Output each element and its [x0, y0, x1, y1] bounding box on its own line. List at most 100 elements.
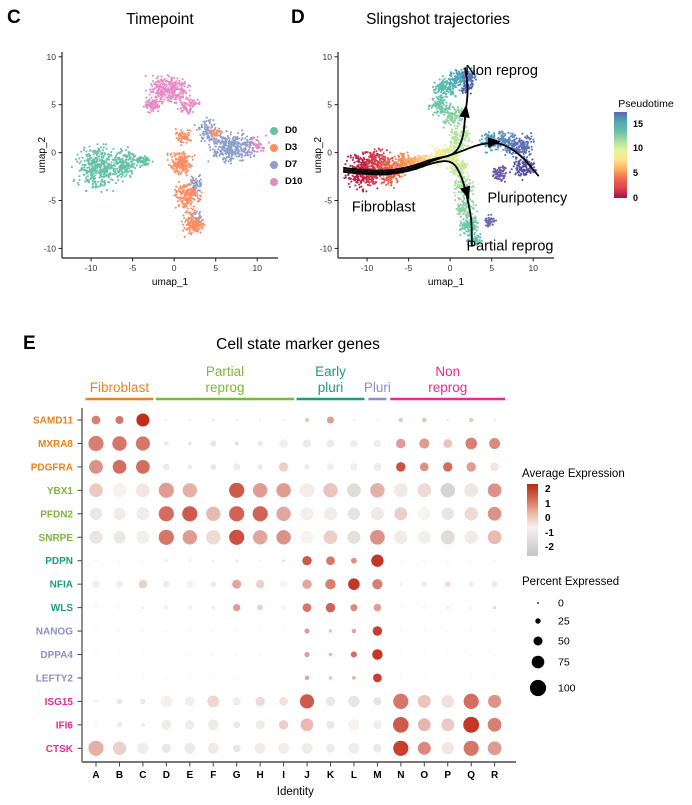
group-label: Fibroblast: [90, 380, 150, 395]
umap-annotation: Partial reprog: [466, 239, 553, 255]
identity-tick-label: B: [116, 770, 123, 781]
legend-color-dot: [270, 126, 278, 135]
y-tick-label: -10: [44, 243, 57, 253]
dotplot-dots: [88, 413, 502, 756]
avg-expression-tick-label: 2: [545, 484, 551, 495]
y-tick-label: 10: [323, 52, 333, 62]
identity-tick-label: C: [139, 770, 146, 781]
identity-tick-label: R: [491, 770, 499, 781]
pseudotime-tick-label: 10: [633, 143, 644, 154]
avg-expression-colorbar: [527, 484, 538, 556]
umap-points: [70, 73, 271, 238]
gene-label: LEFTY2: [36, 673, 74, 684]
gene-label: WLS: [51, 603, 74, 614]
trajectory-arrowhead: [487, 137, 501, 148]
avg-expression-tick-label: -2: [545, 542, 554, 554]
timepoint-legend-item: D0: [270, 122, 302, 139]
pseudotime-tick-label: 5: [633, 167, 639, 178]
legend-label: D3: [285, 142, 298, 153]
x-tick-label: -5: [129, 263, 137, 273]
timepoint-legend-item: D7: [270, 156, 302, 173]
group-label: reprog: [205, 380, 244, 395]
gene-label: DPPA4: [40, 650, 73, 661]
gene-label: YBX1: [47, 486, 74, 497]
legend-color-dot: [270, 143, 278, 152]
legend-color-dot: [270, 177, 278, 186]
percent-legend-label: 100: [558, 683, 576, 695]
percent-legend-label: 25: [558, 616, 570, 628]
x-tick-label: -10: [361, 263, 374, 273]
pseudotime-tick-label: 15: [633, 118, 644, 129]
gene-label: PFDN2: [40, 509, 73, 520]
percent-expressed-legend-title: Percent Expressed: [522, 576, 620, 588]
umap-annotation: Fibroblast: [352, 199, 416, 215]
identity-tick-label: K: [327, 770, 335, 781]
gene-label: NFIA: [50, 580, 73, 591]
y-tick-label: -10: [320, 243, 333, 253]
y-tick-label: 5: [51, 100, 56, 110]
timepoint-legend-item: D3: [270, 139, 302, 156]
identity-tick-label: G: [233, 770, 241, 781]
identity-tick-label: L: [351, 770, 357, 781]
timepoint-umap-plot: -10 -5 0 5 10 10 5 0 -5 -10 umap_1 umap_2: [37, 52, 278, 288]
pseudotime-colorbar: [614, 112, 627, 198]
panel-e-label: E: [23, 333, 36, 354]
identity-tick-label: E: [186, 770, 193, 781]
x-axis-label: umap_1: [428, 277, 465, 288]
gene-label: MXRA8: [38, 439, 73, 450]
gene-label: SNRPE: [39, 533, 74, 544]
group-label: Non: [435, 364, 460, 379]
identity-tick-label: H: [257, 770, 264, 781]
y-tick-label: 0: [327, 148, 332, 158]
gene-label: NANOG: [36, 627, 73, 638]
gene-label: ISG15: [45, 697, 74, 708]
identity-tick-label: O: [420, 770, 428, 781]
x-axis-label: umap_1: [152, 277, 189, 288]
avg-expression-tick-label: 0: [545, 513, 551, 525]
percent-expressed-legend: 0 25 50 75 100: [529, 598, 576, 697]
umap-axes: -10 -5 0 5 10 10 5 0 -5 -10 umap_1 umap_2: [37, 52, 278, 288]
slingshot-umap-plot: -10 -5 0 5 10 10 5 0 -5 -10 umap_1 umap_2 Non reprog…: [313, 52, 569, 288]
percent-legend-dot: [529, 679, 547, 697]
y-tick-label: -5: [48, 196, 56, 206]
y-axis-label: umap_2: [313, 136, 324, 173]
avg-expression-tick-label: -1: [545, 527, 554, 539]
identity-tick-label: J: [304, 770, 310, 781]
group-label: pluri: [318, 380, 344, 395]
group-label: reprog: [428, 380, 467, 395]
gene-label: IFI6: [56, 720, 74, 731]
panel-d-label: D: [291, 7, 305, 28]
trajectory-arrowhead: [460, 185, 470, 200]
gene-label: PDGFRA: [31, 462, 73, 473]
identity-tick-label: M: [373, 770, 381, 781]
timepoint-legend: D0 D3 D7 D10: [270, 122, 302, 190]
identity-tick-label: A: [92, 770, 99, 781]
percent-legend-dot: [537, 602, 539, 604]
legend-color-dot: [270, 160, 278, 169]
avg-expression-legend-title: Average Expression: [522, 468, 625, 480]
legend-label: D7: [285, 159, 298, 170]
panel-c-label: C: [7, 7, 21, 28]
dotplot-x-axis-label: Identity: [277, 786, 314, 798]
percent-legend-label: 50: [558, 636, 570, 648]
panel-d-title: Slingshot trajectories: [366, 11, 510, 28]
trajectory-path: [342, 141, 540, 177]
x-tick-label: 5: [213, 263, 218, 273]
identity-tick-label: N: [397, 770, 404, 781]
y-tick-label: 5: [327, 100, 332, 110]
x-tick-label: 10: [528, 263, 538, 273]
gene-label: CTSK: [46, 744, 74, 755]
percent-legend-dot: [531, 655, 545, 669]
identity-tick-label: Q: [467, 770, 475, 781]
legend-label: D0: [285, 125, 298, 136]
dotplot-axes: SAMD11MXRA8PDGFRAYBX1PFDN2SNRPEPDPNNFIAW…: [31, 408, 516, 798]
x-tick-label: 0: [448, 263, 453, 273]
timepoint-legend-item: D10: [270, 173, 302, 190]
x-tick-label: 10: [252, 263, 262, 273]
identity-tick-label: I: [282, 770, 285, 781]
umap-annotation: Pluripotency: [488, 191, 569, 207]
y-tick-label: -5: [324, 196, 332, 206]
percent-legend-label: 0: [558, 598, 564, 610]
group-label: Partial: [206, 364, 244, 379]
